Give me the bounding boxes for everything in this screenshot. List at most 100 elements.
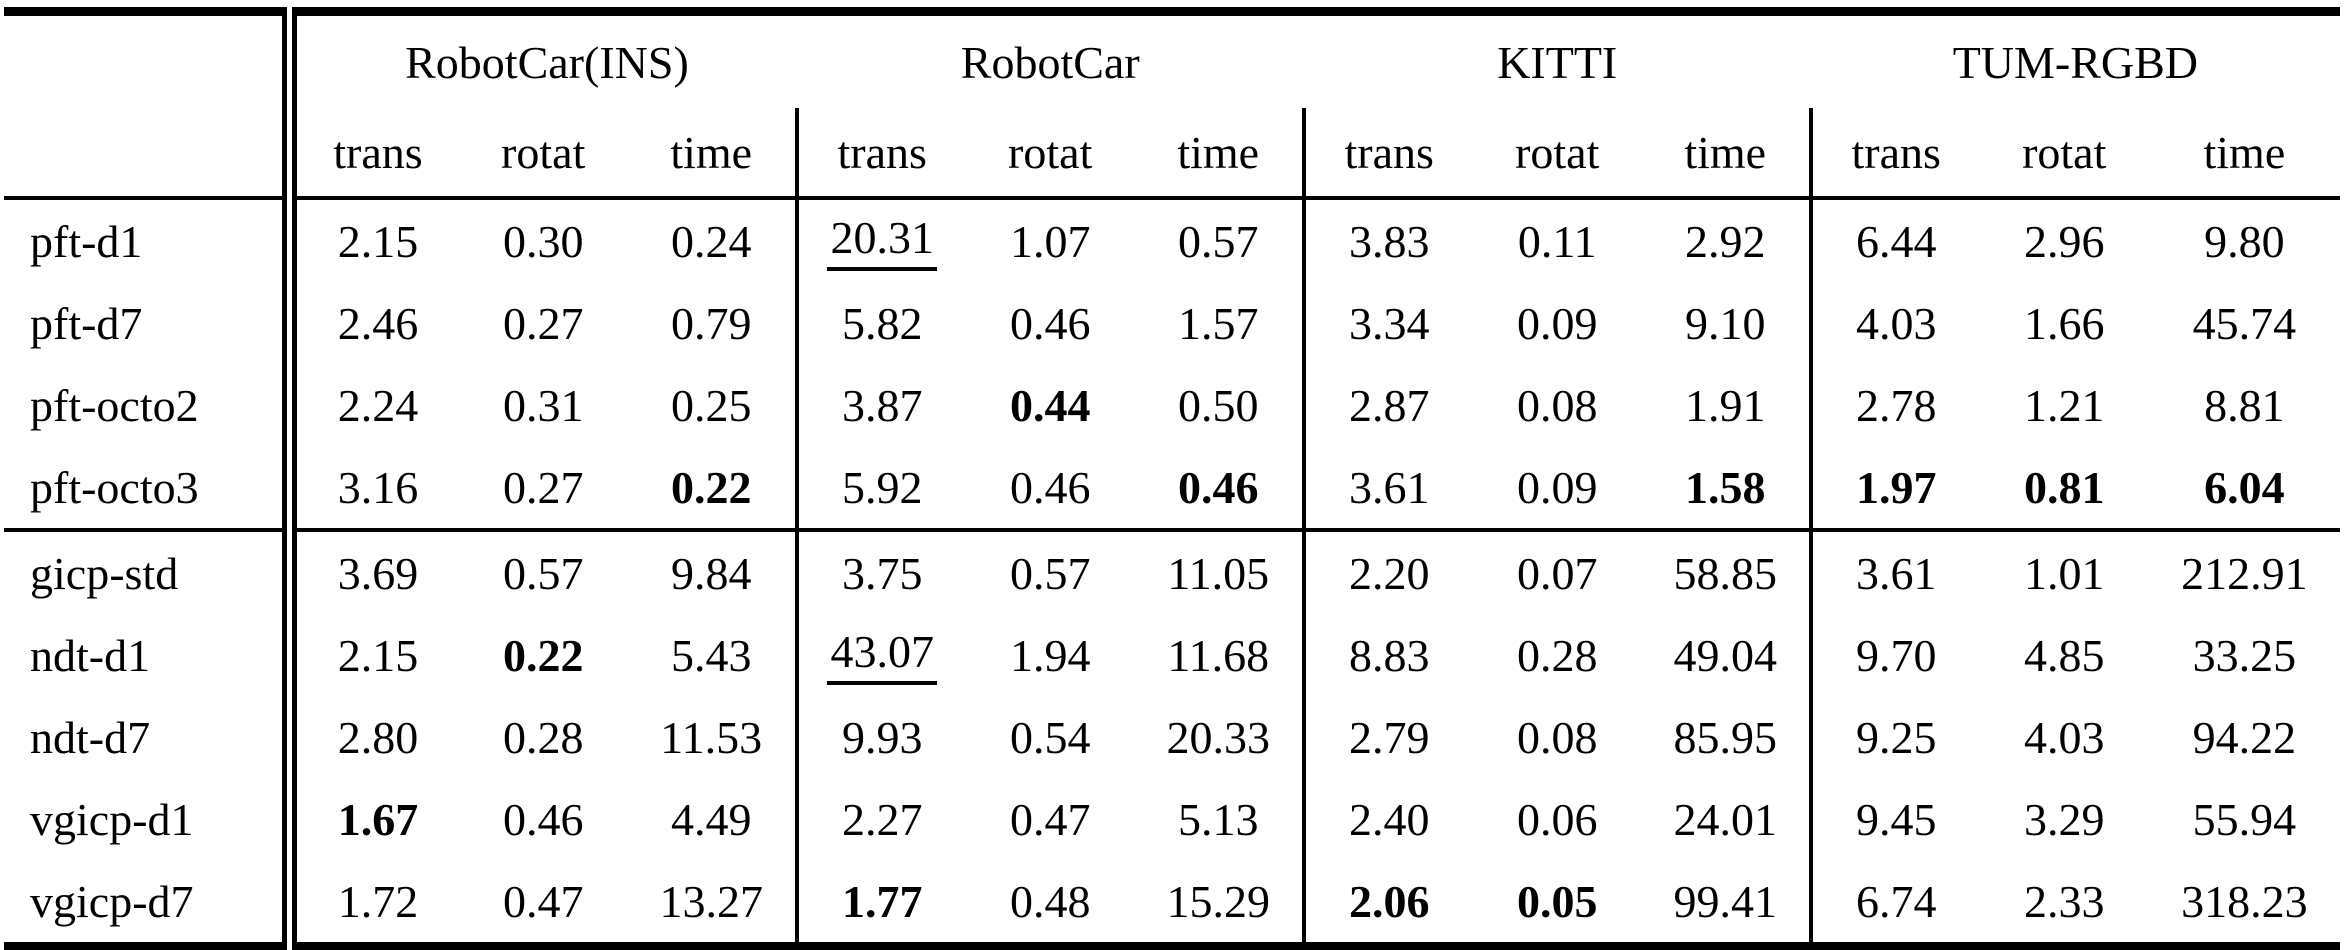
data-cell: 20.33: [1166, 711, 1270, 763]
data-cell: 9.84: [627, 528, 797, 614]
data-cell: 94.22: [2192, 711, 2297, 763]
data-cell: 3.61: [1808, 528, 1980, 614]
data-cell: 0.22: [670, 461, 752, 513]
row-label: pft-d7: [4, 282, 298, 364]
header-group-row: RobotCar(INS) RobotCar KITTI TUM-RGBD: [4, 11, 2340, 108]
data-cell: 4.03: [1808, 282, 1980, 364]
data-cell: 2.20: [1301, 528, 1473, 614]
data-cell: 0.11: [1517, 215, 1597, 267]
data-cell: 3.34: [1301, 282, 1473, 364]
data-cell: 0.06: [1516, 793, 1598, 845]
data-cell: 1.07: [1009, 215, 1091, 267]
table-row-ndt-d1: ndt-d1 2.15 0.22 5.43 43.07 1.94 11.68 8.83 0.28…: [4, 614, 2340, 696]
data-cell: 0.44: [1009, 379, 1091, 431]
data-cell: 0.28: [502, 711, 584, 763]
data-cell: 2.96: [2023, 215, 2105, 267]
data-cell: 15.29: [1166, 875, 1270, 927]
data-cell: 58.85: [1641, 528, 1811, 614]
data-cell: 0.24: [670, 215, 752, 267]
data-cell: 0.31: [502, 379, 584, 431]
subheader-time: time: [1641, 108, 1811, 200]
data-cell: 2.79: [1301, 696, 1473, 778]
data-cell: 3.29: [2023, 793, 2105, 845]
data-cell: 0.47: [502, 875, 584, 927]
data-cell: 0.08: [1516, 711, 1598, 763]
data-cell: 2.15: [337, 215, 419, 267]
data-cell: 0.05: [1516, 875, 1598, 927]
subheader-time: time: [2148, 108, 2340, 200]
data-cell: 24.01: [1673, 793, 1777, 845]
corner-cell-2: [4, 108, 298, 200]
data-cell: 0.57: [458, 528, 628, 614]
data-cell: 9.10: [1684, 297, 1766, 349]
data-cell: 5.82: [794, 282, 966, 364]
data-cell: 2.24: [337, 379, 419, 431]
subheader-trans: trans: [794, 108, 966, 200]
group-header-kitti: KITTI: [1497, 36, 1618, 88]
data-cell: 5.13: [1177, 793, 1259, 845]
data-cell: 3.61: [1301, 446, 1473, 530]
data-cell: 2.78: [1808, 364, 1980, 446]
data-cell: 99.41: [1673, 875, 1777, 927]
underlined-value: 20.31: [827, 211, 937, 271]
header-subcolumn-row: trans rotat time trans rotat time trans rotat ti…: [4, 108, 2340, 200]
data-cell: 3.87: [794, 364, 966, 446]
data-cell: 0.57: [965, 528, 1135, 614]
data-cell: 0.07: [1472, 528, 1642, 614]
data-cell: 8.81: [2204, 379, 2285, 431]
data-cell: 2.15: [337, 629, 419, 681]
data-cell: 3.75: [794, 528, 966, 614]
data-cell: 0.48: [1009, 875, 1091, 927]
data-cell: 0.50: [1177, 379, 1259, 431]
group-header-robotcar: RobotCar: [960, 36, 1140, 88]
group-header-robotcar-ins-: RobotCar(INS): [405, 36, 689, 88]
group-header-tum-rgbd: TUM-RGBD: [1952, 36, 2199, 88]
data-cell: 0.27: [502, 461, 584, 513]
data-cell: 2.27: [794, 778, 966, 860]
table-row-pft-d1: pft-d1 2.15 0.30 0.24 20.31 1.07 0.57 3.83 0.11 2…: [4, 198, 2340, 282]
table-row-pft-d7: pft-d7 2.46 0.27 0.79 5.82 0.46 1.57 3.34 0.09 9.…: [4, 282, 2340, 364]
data-cell: 11.68: [1167, 629, 1270, 681]
data-cell: 2.40: [1301, 778, 1473, 860]
row-label: ndt-d7: [4, 696, 298, 778]
subheader-rotat: rotat: [965, 108, 1135, 200]
data-cell: 1.58: [1684, 461, 1766, 513]
data-cell: 4.03: [2023, 711, 2105, 763]
subheader-trans: trans: [1808, 108, 1980, 200]
data-cell: 318.23: [2181, 875, 2308, 927]
data-cell: 0.08: [1516, 379, 1598, 431]
data-cell: 1.77: [794, 860, 966, 947]
data-cell: 49.04: [1673, 629, 1777, 681]
data-cell: 6.74: [1808, 860, 1980, 947]
data-cell: 8.83: [1301, 614, 1473, 696]
row-label: vgicp-d7: [4, 860, 298, 947]
data-cell: 0.54: [1009, 711, 1091, 763]
data-cell: 0.46: [1177, 461, 1259, 513]
subheader-time: time: [627, 108, 797, 200]
data-cell: 20.31: [794, 198, 966, 282]
data-cell: 0.46: [1009, 297, 1091, 349]
data-cell: 3.83: [1301, 198, 1473, 282]
data-cell: 3.16: [337, 461, 419, 513]
data-cell: 0.79: [670, 297, 752, 349]
data-cell: 1.67: [337, 793, 419, 845]
data-cell: 0.30: [502, 215, 584, 267]
data-cell: 0.81: [2023, 461, 2105, 513]
underlined-value: 43.07: [827, 625, 937, 685]
data-cell: 9.70: [1808, 614, 1980, 696]
benchmark-results-table: RobotCar(INS) RobotCar KITTI TUM-RGBD trans r…: [4, 7, 2340, 950]
data-cell: 5.43: [670, 629, 752, 681]
data-cell: 0.47: [1009, 793, 1091, 845]
row-label: pft-d1: [4, 198, 298, 282]
data-cell: 1.57: [1177, 297, 1259, 349]
table-row-vgicp-d7: vgicp-d7 1.72 0.47 13.27 1.77 0.48 15.29 2.06 0.…: [4, 860, 2340, 947]
data-cell: 13.27: [659, 875, 763, 927]
table-body: pft-d1 2.15 0.30 0.24 20.31 1.07 0.57 3.83 0.11 2…: [4, 198, 2340, 947]
table-row-pft-octo3: pft-octo3 3.16 0.27 0.22 5.92 0.46 0.46 3.61 0.0…: [4, 446, 2340, 530]
data-cell: 2.80: [337, 711, 419, 763]
data-cell: 3.69: [289, 528, 459, 614]
row-label: pft-octo3: [4, 446, 298, 530]
table-row-vgicp-d1: vgicp-d1 1.67 0.46 4.49 2.27 0.47 5.13 2.40 0.06…: [4, 778, 2340, 860]
table-row-ndt-d7: ndt-d7 2.80 0.28 11.53 9.93 0.54 20.33 2.79 0.08…: [4, 696, 2340, 778]
